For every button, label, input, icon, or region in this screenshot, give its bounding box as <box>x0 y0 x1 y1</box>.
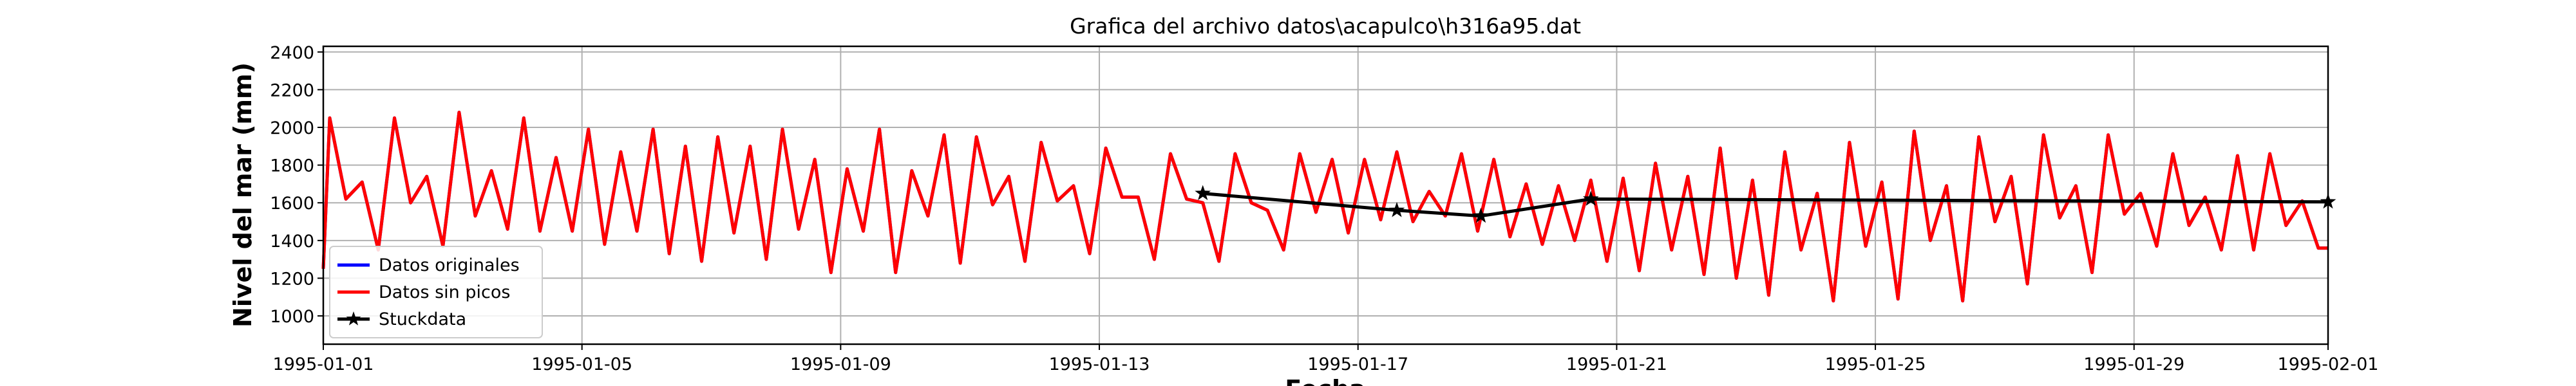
data-marker <box>1473 207 1489 223</box>
legend-label: Datos originales <box>379 255 520 275</box>
x-tick-label: 1995-02-01 <box>2278 354 2379 374</box>
data-marker <box>1582 190 1599 206</box>
plot-frame <box>322 45 2329 345</box>
x-tick-label: 1995-01-25 <box>1825 354 1926 374</box>
chart-title: Grafica del archivo datos\acapulco\h316a… <box>1070 14 1581 39</box>
y-tick-label: 1800 <box>270 156 314 176</box>
x-tick-label: 1995-01-29 <box>2083 354 2184 374</box>
legend-label: Stuckdata <box>379 309 466 329</box>
y-tick-label: 1400 <box>270 232 314 252</box>
x-tick-label: 1995-01-01 <box>273 354 374 374</box>
x-tick-label: 1995-01-17 <box>1307 354 1408 374</box>
legend-marker <box>346 311 361 326</box>
y-tick-label: 1200 <box>270 269 314 289</box>
y-axis-label: Nivel del mar (mm) <box>229 62 257 327</box>
y-tick-label: 2200 <box>270 80 314 100</box>
x-tick-label: 1995-01-21 <box>1566 354 1667 374</box>
y-tick-label: 2400 <box>270 43 314 63</box>
x-tick-label: 1995-01-13 <box>1049 354 1150 374</box>
y-tick-label: 1600 <box>270 194 314 214</box>
legend-label: Datos sin picos <box>379 282 510 302</box>
x-tick-label: 1995-01-05 <box>531 354 632 374</box>
legend-box <box>329 246 543 338</box>
x-axis-label: Fecha <box>1285 375 1365 386</box>
data-marker <box>1388 201 1405 217</box>
data-line <box>321 111 2328 303</box>
data-marker <box>1195 185 1211 201</box>
y-tick-label: 2000 <box>270 118 314 138</box>
y-tick-label: 1000 <box>270 307 314 327</box>
x-tick-label: 1995-01-09 <box>790 354 891 374</box>
